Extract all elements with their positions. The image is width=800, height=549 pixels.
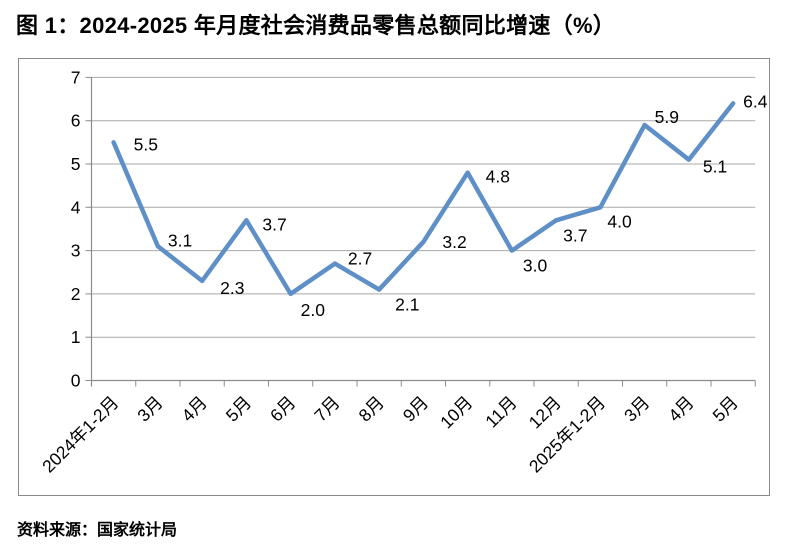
y-tick-label: 3 [71, 241, 81, 261]
x-category-label: 5月 [709, 392, 742, 425]
data-label: 4.0 [607, 211, 632, 231]
data-label: 3.2 [442, 232, 466, 252]
x-category-label: 3月 [133, 392, 166, 425]
data-label: 2.0 [301, 300, 326, 320]
x-category-label: 4月 [178, 392, 211, 425]
data-label: 5.5 [134, 134, 158, 154]
source-note: 资料来源：国家统计局 [17, 522, 178, 539]
data-label: 2.7 [348, 249, 372, 269]
data-label: 6.4 [743, 91, 768, 111]
x-category-label: 10月 [436, 392, 476, 432]
data-label: 3.7 [262, 214, 286, 234]
data-label: 5.1 [703, 157, 727, 177]
chart-frame: 0 1 2 3 4 5 6 7 2024年1-2月 3月 4月 5月 6月 7月 8月 9月 10月 11月 12月… [18, 58, 770, 496]
x-category-label: 8月 [355, 392, 388, 425]
x-category-label: 11月 [481, 392, 520, 431]
x-category-label: 6月 [266, 392, 299, 425]
data-label: 3.1 [168, 230, 192, 250]
x-category-label: 4月 [664, 392, 697, 425]
figure-title: 图 1：2024-2025 年月度社会消费品零售总额同比增速（%） [16, 13, 616, 38]
y-tick-label: 7 [71, 67, 81, 87]
x-category-label: 9月 [399, 392, 432, 425]
y-tick-label: 4 [71, 197, 81, 217]
x-category-label: 2024年1-2月 [38, 392, 122, 476]
data-label: 2.1 [395, 295, 419, 315]
series-line [111, 101, 736, 297]
y-tick-label: 1 [71, 327, 81, 347]
x-category-label: 5月 [222, 392, 255, 425]
x-category-label: 12月 [525, 392, 565, 432]
y-tick-label: 6 [71, 111, 81, 131]
y-tick-label: 2 [71, 284, 81, 304]
line-chart: 0 1 2 3 4 5 6 7 2024年1-2月 3月 4月 5月 6月 7月 8月 9月 10月 11月 12月… [38, 67, 768, 476]
x-category-label: 3月 [620, 392, 653, 425]
y-tick-label: 0 [71, 371, 81, 391]
data-label: 2.3 [220, 278, 244, 298]
data-label: 5.9 [655, 107, 679, 127]
data-label: 3.7 [563, 225, 587, 245]
data-label: 4.8 [486, 167, 510, 187]
x-category-label: 7月 [310, 392, 343, 425]
data-label: 3.0 [523, 256, 548, 276]
y-tick-label: 5 [71, 154, 81, 174]
